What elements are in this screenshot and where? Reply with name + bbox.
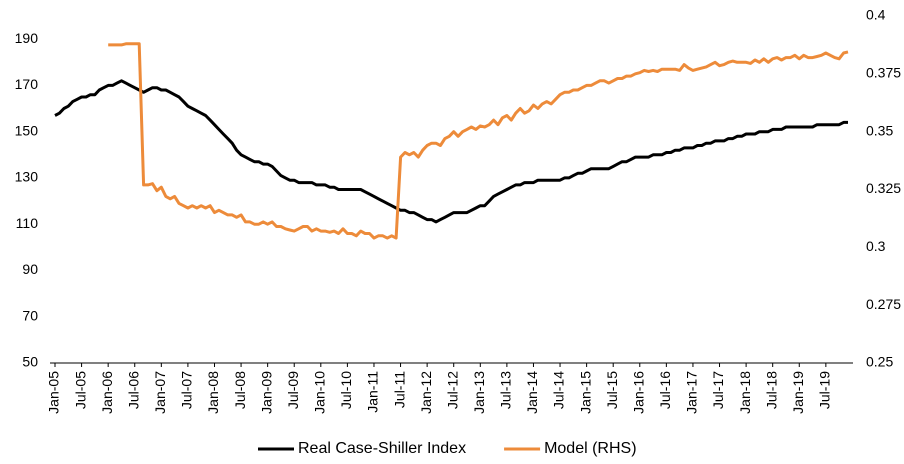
x-tick-label: Jan-08 [205, 371, 221, 414]
y2-tick-label: 0.25 [866, 354, 893, 370]
x-tick-label: Jul-11 [391, 371, 407, 408]
x-tick-label: Jul-10 [338, 371, 354, 409]
y2-tick-label: 0.275 [866, 296, 901, 312]
x-tick-label: Jul-06 [125, 371, 141, 409]
x-tick-label: Jan-19 [790, 371, 806, 414]
x-tick-label: Jan-18 [737, 371, 753, 414]
y2-tick-label: 0.375 [866, 65, 901, 81]
x-tick-label: Jul-14 [551, 371, 567, 409]
x-tick-label: Jul-09 [285, 371, 301, 409]
y-tick-label: 110 [16, 215, 39, 231]
series-line [54, 79, 848, 224]
y-tick-label: 70 [22, 307, 38, 323]
x-tick-label: Jan-09 [258, 371, 274, 414]
x-tick-label: Jul-19 [817, 371, 833, 409]
x-tick-label: Jul-05 [72, 371, 88, 409]
x-tick-label: Jul-18 [763, 371, 779, 409]
x-tick-label: Jan-17 [684, 371, 700, 414]
y2-tick-label: 0.4 [866, 7, 886, 23]
x-tick-label: Jul-08 [232, 371, 248, 409]
x-tick-label: Jul-13 [498, 371, 514, 409]
x-tick-label: Jan-06 [99, 371, 115, 414]
x-tick-label: Jul-15 [604, 371, 620, 409]
x-tick-label: Jan-13 [471, 371, 487, 414]
y-tick-label: 130 [15, 169, 39, 185]
x-tick-label: Jul-07 [179, 371, 195, 409]
series-line [108, 42, 849, 240]
x-tick-label: Jan-16 [630, 371, 646, 414]
y-tick-label: 90 [22, 261, 38, 277]
y-tick-label: 50 [22, 354, 38, 370]
y-tick-label: 150 [15, 122, 39, 138]
x-tick-label: Jan-05 [46, 371, 62, 414]
legend-label: Model (RHS) [544, 440, 636, 457]
legend-label: Real Case-Shiller Index [298, 440, 466, 457]
y2-tick-label: 0.325 [866, 180, 901, 196]
x-tick-label: Jan-07 [152, 371, 168, 414]
y-tick-label: 190 [15, 30, 39, 46]
y-tick-label: 170 [15, 76, 39, 92]
x-tick-label: Jan-10 [312, 371, 328, 414]
x-tick-label: Jan-14 [524, 371, 540, 414]
x-tick-label: Jan-12 [418, 371, 434, 414]
x-tick-label: Jul-17 [710, 371, 726, 409]
x-tick-label: Jul-12 [444, 371, 460, 409]
x-tick-label: Jul-16 [657, 371, 673, 409]
y2-tick-label: 0.3 [866, 238, 886, 254]
x-tick-label: Jan-11 [365, 371, 381, 413]
x-tick-label: Jan-15 [577, 371, 593, 414]
y2-tick-label: 0.35 [866, 122, 893, 138]
